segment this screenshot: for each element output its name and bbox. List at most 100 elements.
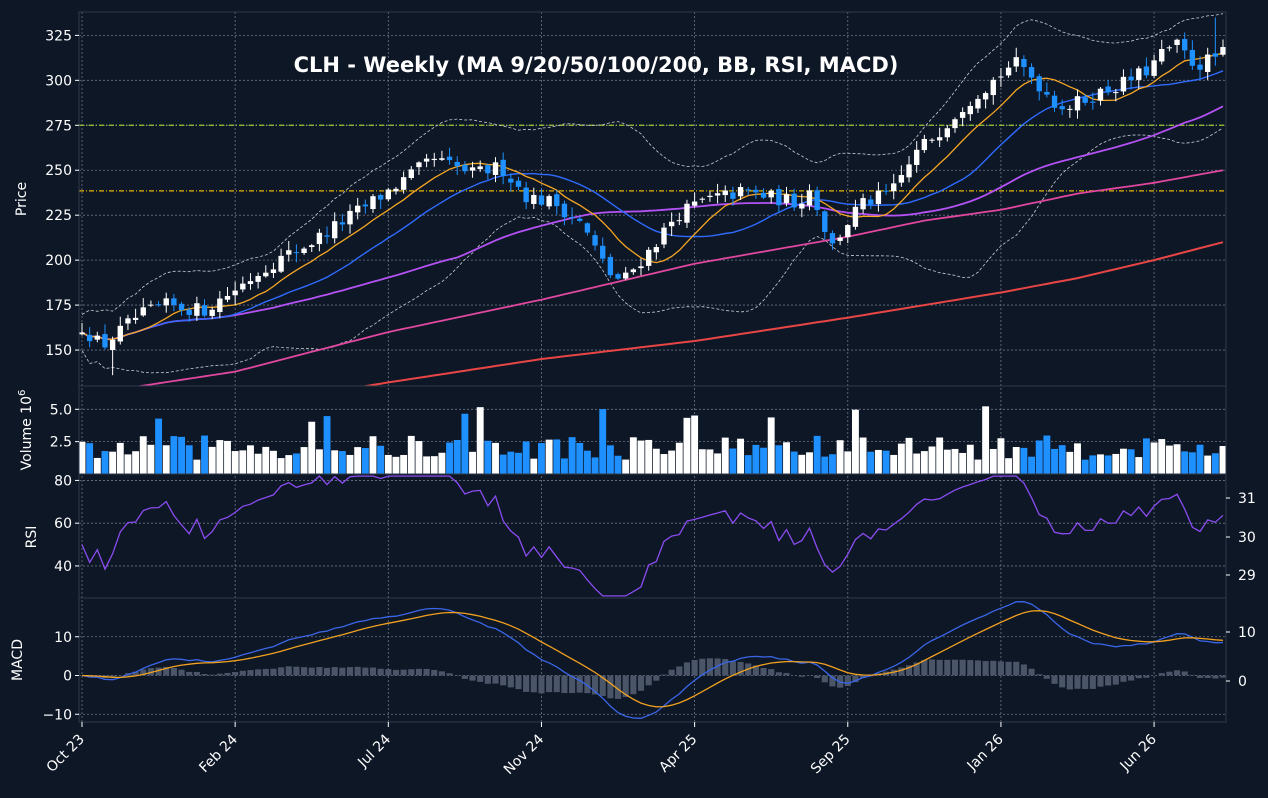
candle-body (753, 189, 759, 193)
volume-bar (1074, 443, 1081, 474)
candle-body (339, 222, 346, 225)
macd-histogram-bar (178, 669, 185, 676)
volume-bar (982, 406, 990, 474)
macd-axis-label: MACD (10, 639, 26, 681)
candle-body (117, 325, 123, 342)
macd-histogram-bar (729, 661, 736, 676)
candle-body (722, 190, 728, 196)
macd-histogram-bar (446, 673, 453, 676)
volume-bar (530, 458, 538, 474)
macd-histogram-bar (316, 667, 323, 676)
macd-histogram-bar (683, 662, 691, 676)
macd-histogram-bar (323, 667, 331, 676)
candle-body (148, 304, 154, 306)
macd-histogram-bar (285, 666, 292, 676)
candle-body (1028, 67, 1035, 78)
volume-bar (545, 439, 553, 474)
macd-histogram-bar (913, 662, 920, 676)
volume-bar (943, 449, 951, 474)
candle-body (975, 98, 981, 109)
volume-bar (775, 445, 783, 474)
macd-histogram-bar (561, 675, 568, 694)
candle-body (799, 203, 805, 209)
volume-bar (760, 447, 767, 474)
volume-bar (185, 445, 193, 474)
volume-bar (354, 447, 362, 474)
macd-histogram-bar (530, 675, 537, 693)
macd-histogram-bar (469, 675, 476, 681)
volume-bar (997, 438, 1005, 474)
volume-y-tick-label: 2.5 (50, 435, 72, 451)
candle-body (1090, 101, 1096, 103)
candle-body (914, 149, 920, 165)
volume-axis-label-text: Volume 10 (19, 396, 35, 470)
volume-bar (377, 445, 385, 474)
macd-histogram-bar (1120, 675, 1127, 682)
volume-bar (599, 409, 607, 474)
volume-bar (407, 435, 415, 474)
volume-bar (652, 448, 660, 474)
candle-body (837, 237, 843, 241)
volume-bar (737, 438, 745, 474)
macd-histogram-bar (967, 660, 974, 676)
macd-histogram-bar (140, 669, 147, 676)
candle-body (400, 177, 407, 190)
macd-histogram-bar (362, 667, 369, 676)
candle-body (423, 158, 430, 162)
price-y-tick-label: 225 (45, 208, 72, 224)
macd-histogram-bar (369, 667, 377, 676)
volume-bar (239, 450, 247, 474)
macd-histogram-bar (959, 659, 966, 676)
candle-body (178, 303, 185, 311)
candle-body (760, 192, 767, 198)
volume-bar (193, 459, 201, 474)
candle-body (1059, 106, 1065, 110)
volume-bar (829, 454, 836, 474)
volume-bar (928, 446, 936, 474)
candle-body (186, 309, 192, 315)
candle-body (500, 159, 506, 176)
macd-histogram-bar (1051, 675, 1058, 684)
macd-histogram-bar (293, 666, 300, 676)
macd-histogram-bar (1158, 673, 1165, 676)
volume-bar (423, 456, 431, 474)
candle-body (707, 195, 713, 198)
macd-histogram-bar (385, 669, 392, 676)
volume-bar (798, 454, 806, 474)
macd-histogram-bar (247, 670, 254, 676)
candle-body (776, 189, 782, 206)
volume-bar (453, 439, 461, 474)
candle-body (615, 274, 621, 279)
candle-body (1136, 68, 1142, 80)
candle-body (240, 283, 246, 290)
volume-bar (492, 442, 499, 474)
volume-bar (767, 417, 775, 474)
volume-bar (446, 442, 454, 474)
candle-body (171, 298, 177, 306)
macd-histogram-bar (308, 667, 315, 676)
candle-body (1097, 88, 1104, 101)
candle-body (936, 137, 943, 141)
volume-bar (170, 436, 178, 474)
candle-body (385, 189, 391, 200)
candle-body (538, 195, 545, 205)
macd-histogram-bar (630, 675, 637, 695)
macd-histogram-bar (997, 661, 1004, 676)
candle-body (201, 305, 208, 316)
macd-histogram-bar (660, 674, 668, 676)
volume-bar (522, 441, 530, 474)
volume-bar (269, 450, 277, 474)
volume-bar (1028, 456, 1036, 474)
candle-body (546, 196, 552, 207)
volume-bar (1043, 435, 1051, 474)
candle-body (959, 112, 966, 118)
candle-body (967, 105, 973, 115)
volume-bar (124, 454, 132, 474)
macd-histogram-bar (132, 671, 139, 676)
candle-body (309, 245, 315, 248)
price-series-group (79, 13, 1226, 386)
candle-body (768, 190, 774, 198)
candle-body (416, 162, 422, 168)
macd-histogram-bar (1212, 675, 1219, 679)
candle-body (630, 269, 637, 273)
